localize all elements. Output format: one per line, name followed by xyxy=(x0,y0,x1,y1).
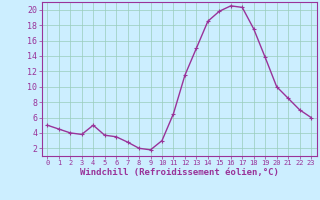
X-axis label: Windchill (Refroidissement éolien,°C): Windchill (Refroidissement éolien,°C) xyxy=(80,168,279,177)
